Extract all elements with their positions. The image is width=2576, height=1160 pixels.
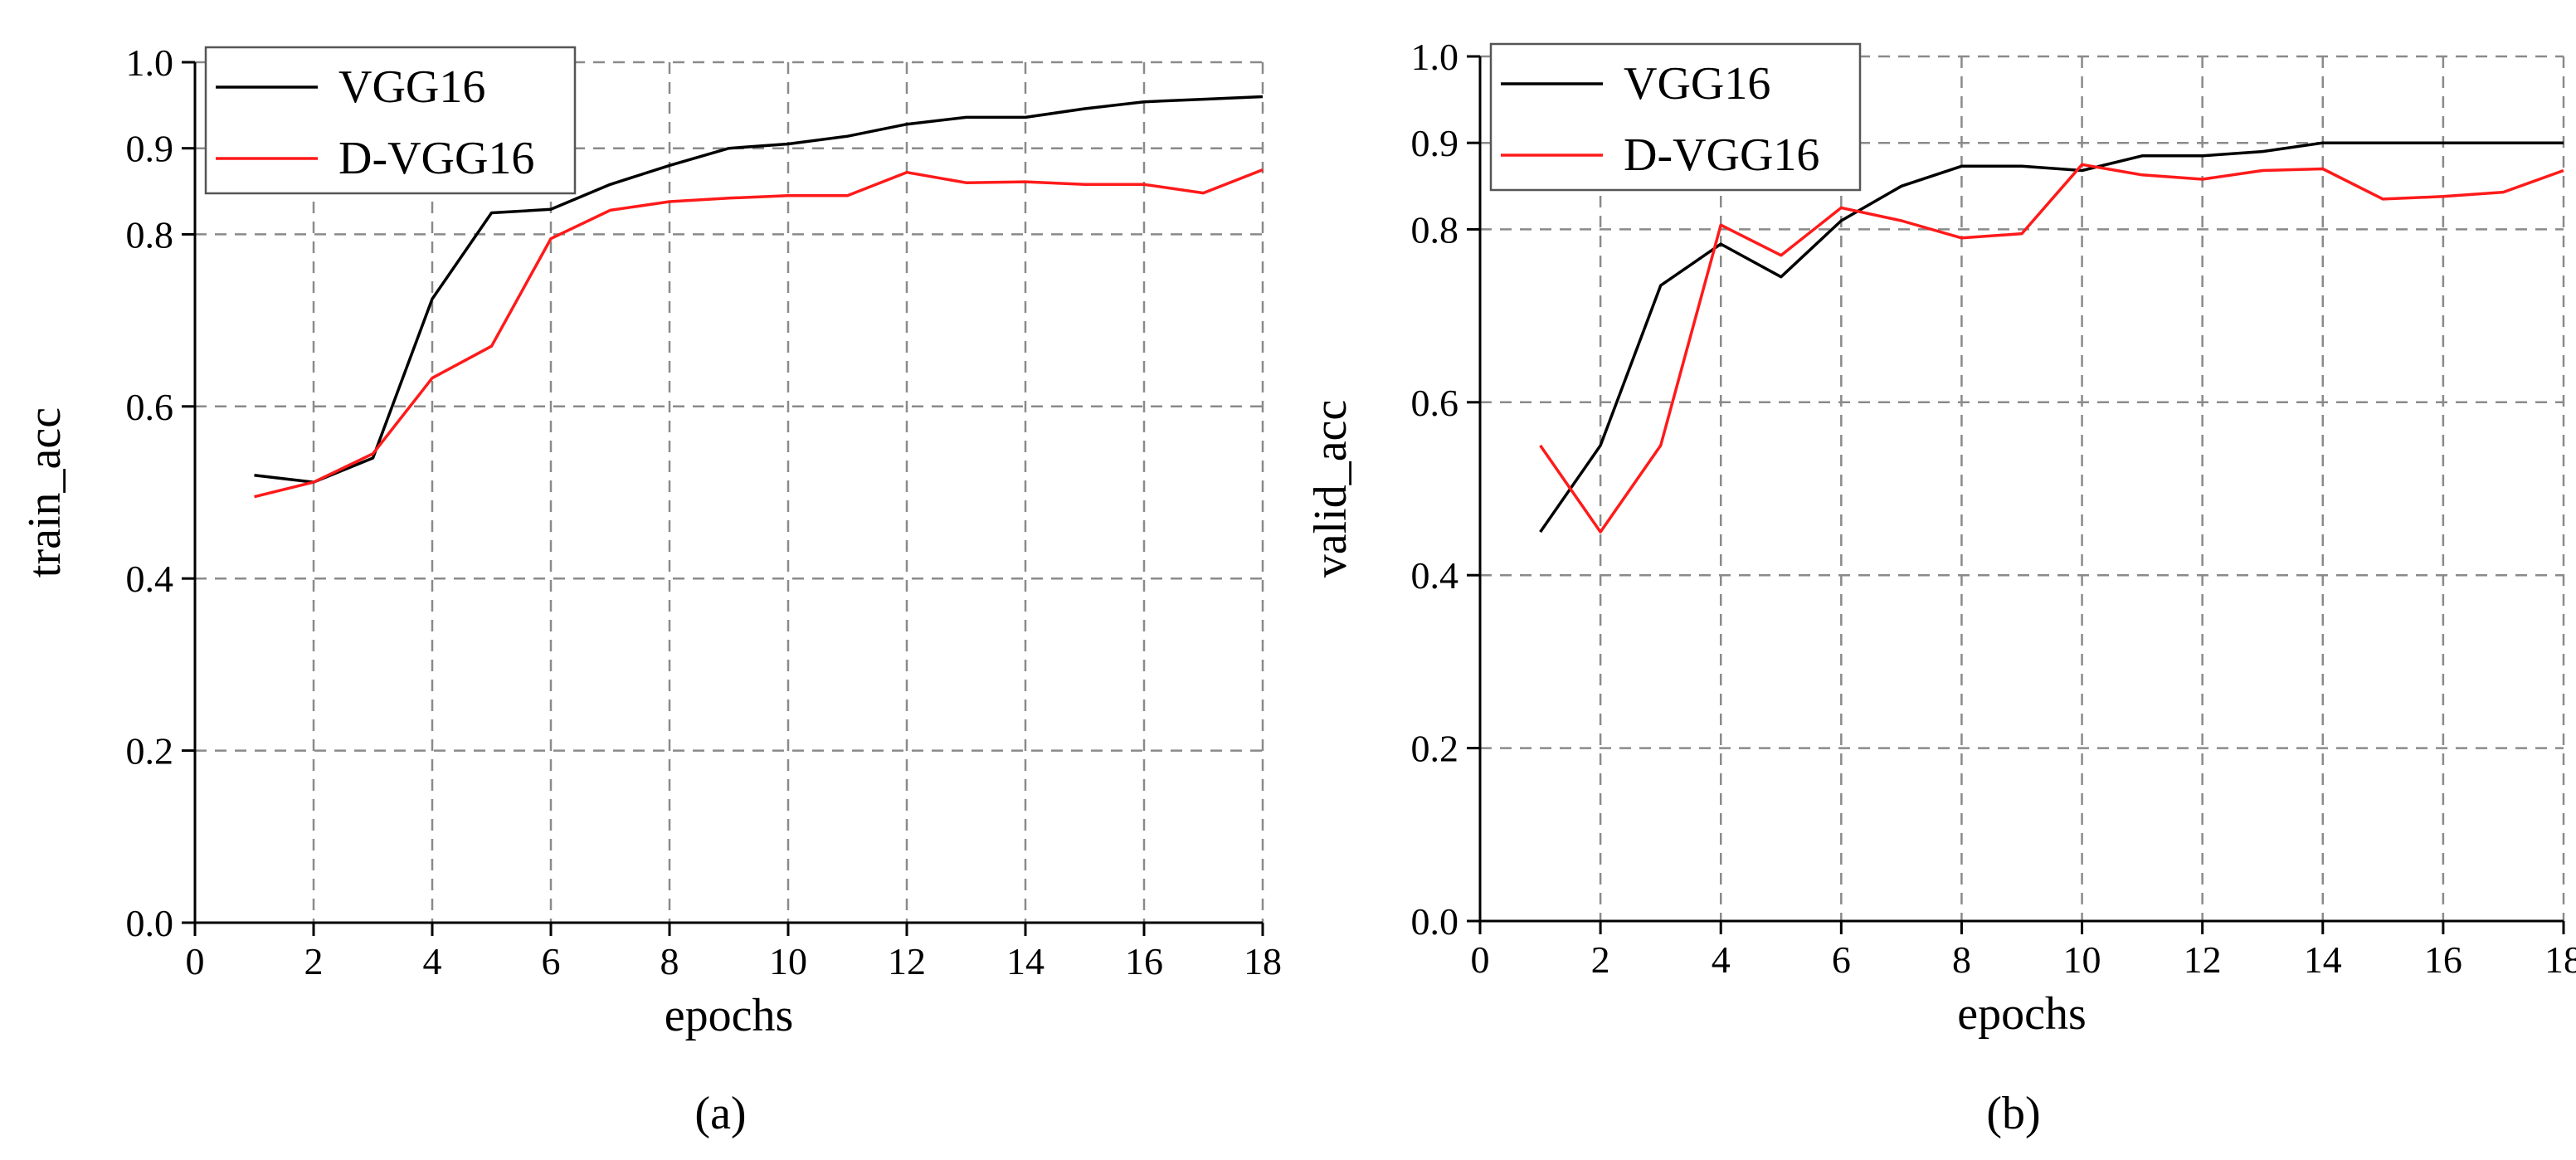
x-tick-label: 14 <box>1006 940 1045 982</box>
panel-caption: (b) <box>1986 1088 2040 1139</box>
x-tick-label: 0 <box>186 940 205 982</box>
y-axis-title: train_acc <box>19 407 71 578</box>
y-axis-title: valid_acc <box>1305 400 1356 578</box>
x-tick-label: 14 <box>2304 938 2342 981</box>
panel-caption: (a) <box>694 1088 746 1139</box>
x-tick-label: 0 <box>1471 938 1490 981</box>
legend-label-d-vgg16: D-VGG16 <box>338 133 534 184</box>
x-tick-label: 18 <box>1244 940 1282 982</box>
x-tick-label: 10 <box>769 940 807 982</box>
x-tick-label: 4 <box>1712 938 1731 981</box>
x-tick-label: 8 <box>1952 938 1971 981</box>
x-tick-label: 12 <box>2184 938 2222 981</box>
x-tick-label: 16 <box>1125 940 1163 982</box>
y-tick-label: 0.9 <box>1411 122 1459 164</box>
y-tick-label: 0.6 <box>1411 382 1459 424</box>
x-tick-label: 18 <box>2544 938 2576 981</box>
y-tick-label: 0.8 <box>1411 208 1459 251</box>
x-tick-label: 4 <box>423 940 442 982</box>
y-tick-label: 0.9 <box>126 128 174 170</box>
x-tick-label: 6 <box>542 940 561 982</box>
legend-label-vgg16: VGG16 <box>1624 58 1770 110</box>
chart-panel-a: 0 2 4 6 8 10 12 14 16 18 0.0 0.2 0.4 0.6 0.8 0.9 1.0 epoc… <box>19 41 1282 1139</box>
y-tick-label: 0.0 <box>126 902 174 944</box>
x-tick-label: 2 <box>304 940 324 982</box>
chart-b-svg: 0 2 4 6 8 10 12 14 16 18 0.0 0.2 0.4 0.6 0.8 0.9 1.0 epoc… <box>1305 36 2576 1139</box>
chart-a-svg: 0 2 4 6 8 10 12 14 16 18 0.0 0.2 0.4 0.6 0.8 0.9 1.0 epoc… <box>19 41 1282 1139</box>
series-line-vgg16 <box>254 95 1264 484</box>
x-tick-label: 2 <box>1591 938 1610 981</box>
series-line-d-vgg16 <box>1539 163 2564 534</box>
y-tick-label: 0.8 <box>126 213 174 256</box>
y-tick-label: 1.0 <box>126 41 174 84</box>
y-tick-label: 1.0 <box>1411 36 1459 78</box>
x-tick-label: 12 <box>888 940 926 982</box>
series-line-vgg16 <box>1539 141 2564 534</box>
x-axis-title: epochs <box>1957 988 2087 1040</box>
legend-box <box>204 46 577 195</box>
y-tick-label: 0.2 <box>126 730 174 773</box>
chart-panel-b: 0 2 4 6 8 10 12 14 16 18 0.0 0.2 0.4 0.6 0.8 0.9 1.0 epoc… <box>1288 0 2576 1160</box>
x-axis-title: epochs <box>665 990 794 1041</box>
y-tick-label: 0.4 <box>1411 554 1459 597</box>
x-tick-label: 10 <box>2063 938 2101 981</box>
legend-label-vgg16: VGG16 <box>338 61 485 113</box>
y-tick-label: 0.6 <box>126 386 174 428</box>
x-tick-label: 16 <box>2424 938 2462 981</box>
x-tick-label: 6 <box>1832 938 1851 981</box>
series-line-d-vgg16 <box>254 168 1264 499</box>
x-tick-label: 8 <box>660 940 679 982</box>
y-tick-label: 0.0 <box>1411 900 1459 943</box>
legend-label-d-vgg16: D-VGG16 <box>1624 129 1819 181</box>
y-tick-label: 0.4 <box>126 558 174 600</box>
legend-box <box>1489 42 1862 192</box>
y-tick-label: 0.2 <box>1411 728 1459 770</box>
